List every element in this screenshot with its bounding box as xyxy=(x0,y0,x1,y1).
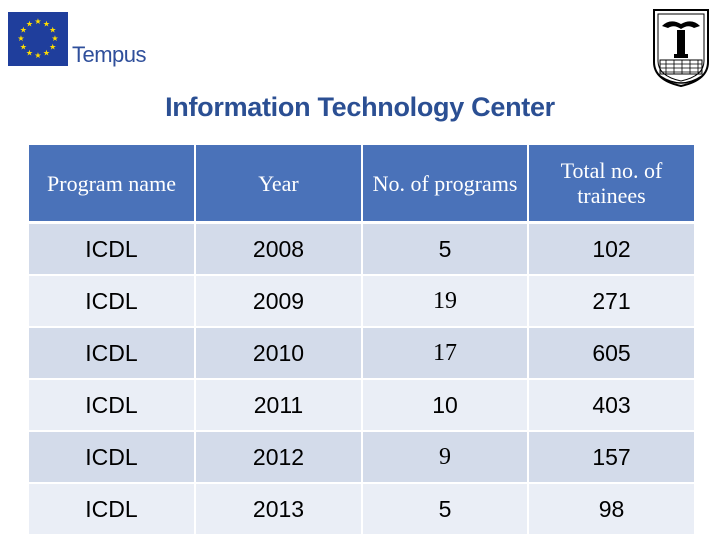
table-row: ICDL 2008 5 102 xyxy=(29,222,694,276)
svg-text:★: ★ xyxy=(26,49,33,58)
cell-trainees: 403 xyxy=(528,379,694,432)
svg-text:★: ★ xyxy=(49,43,56,52)
table-row: ICDL 2010 17 605 xyxy=(29,327,694,380)
table-row: ICDL 2012 9 157 xyxy=(29,431,694,484)
cell-programs: 5 xyxy=(362,222,529,276)
column-header-no-of-programs: No. of programs xyxy=(362,145,529,224)
column-header-total-trainees: Total no. of trainees xyxy=(528,145,694,224)
cell-trainees: 102 xyxy=(528,222,694,276)
svg-text:★: ★ xyxy=(43,49,50,58)
svg-text:★: ★ xyxy=(34,17,41,26)
cell-trainees: 157 xyxy=(528,431,694,484)
svg-text:★: ★ xyxy=(34,51,41,60)
cell-year: 2008 xyxy=(195,222,363,276)
university-seal-icon xyxy=(648,6,714,90)
page-title: Information Technology Center xyxy=(165,92,555,122)
column-header-year: Year xyxy=(195,145,363,224)
cell-programs: 19 xyxy=(362,275,529,328)
cell-program: ICDL xyxy=(29,483,196,536)
cell-programs: 17 xyxy=(362,327,529,380)
cell-trainees: 271 xyxy=(528,275,694,328)
svg-text:★: ★ xyxy=(49,26,56,35)
table-header-row: Program name Year No. of programs Total … xyxy=(29,145,694,224)
cell-programs: 5 xyxy=(362,483,529,536)
cell-year: 2009 xyxy=(195,275,363,328)
svg-text:★: ★ xyxy=(17,34,24,43)
cell-program: ICDL xyxy=(29,431,196,484)
cell-program: ICDL xyxy=(29,379,196,432)
cell-program: ICDL xyxy=(29,327,196,380)
svg-text:★: ★ xyxy=(20,43,27,52)
cell-program: ICDL xyxy=(29,222,196,276)
svg-text:★: ★ xyxy=(26,19,33,28)
cell-year: 2012 xyxy=(195,431,363,484)
cell-year: 2013 xyxy=(195,483,363,536)
svg-text:★: ★ xyxy=(43,19,50,28)
tempus-logo-text: Tempus xyxy=(72,42,147,67)
svg-text:★: ★ xyxy=(20,26,27,35)
cell-program: ICDL xyxy=(29,275,196,328)
column-header-program-name: Program name xyxy=(29,145,196,224)
cell-programs: 9 xyxy=(362,431,529,484)
table-row: ICDL 2013 5 98 xyxy=(29,483,694,536)
table-row: ICDL 2011 10 403 xyxy=(29,379,694,432)
training-table: Program name Year No. of programs Total … xyxy=(29,145,694,536)
cell-programs: 10 xyxy=(362,379,529,432)
table-row: ICDL 2009 19 271 xyxy=(29,275,694,328)
cell-trainees: 98 xyxy=(528,483,694,536)
cell-year: 2010 xyxy=(195,327,363,380)
eu-flag-icon: ★ ★ ★ ★ ★ ★ ★ ★ ★ ★ ★ ★ xyxy=(8,12,68,66)
cell-trainees: 605 xyxy=(528,327,694,380)
cell-year: 2011 xyxy=(195,379,363,432)
svg-text:★: ★ xyxy=(51,34,58,43)
